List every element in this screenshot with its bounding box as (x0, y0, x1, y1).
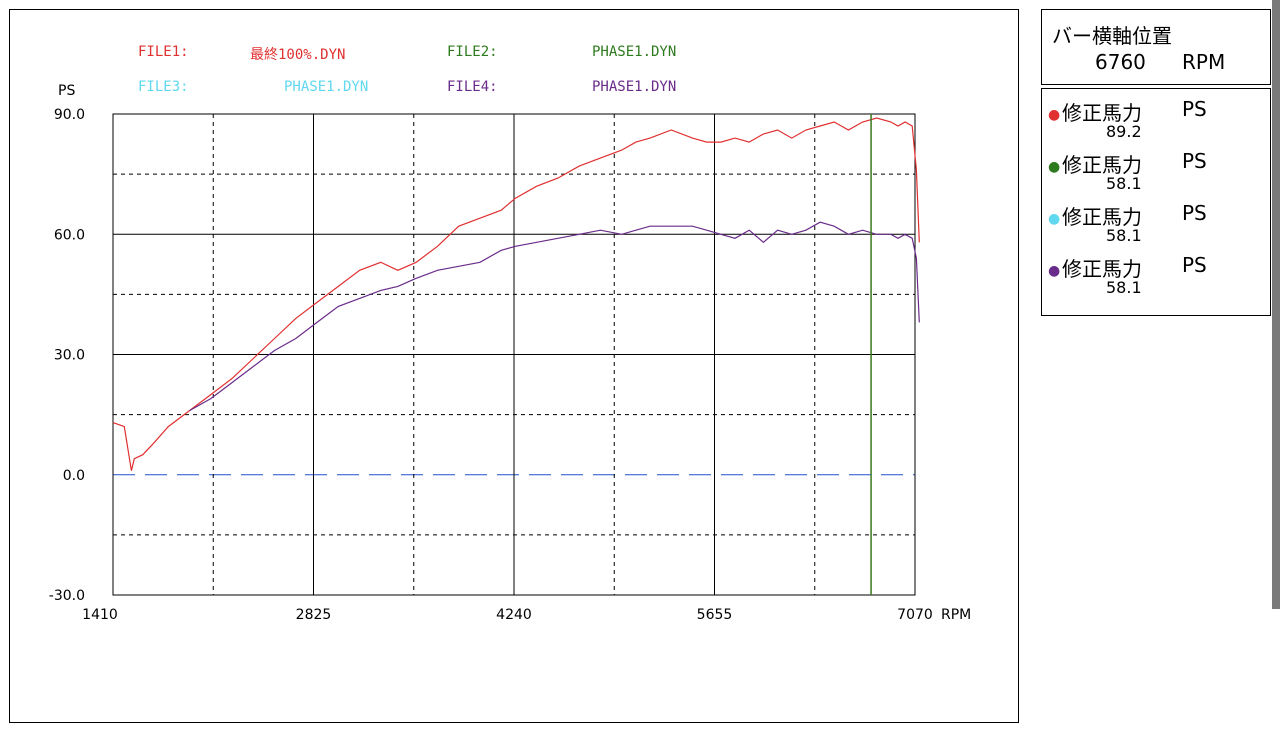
bar-position-panel: バー横軸位置 6760 RPM (1041, 9, 1271, 85)
legend-label: 修正馬力 (1062, 153, 1142, 177)
file2-label: FILE2: (447, 44, 498, 60)
legend-value: 58.1 (1106, 226, 1142, 245)
legend-value: 58.1 (1106, 278, 1142, 297)
legend-unit: PS (1182, 97, 1207, 121)
x-axis-label: RPM (941, 607, 971, 623)
file4-label: FILE4: (447, 79, 498, 95)
legend-item: ● 修正馬力 PS 58.1 (1046, 147, 1270, 199)
legend-unit: PS (1182, 253, 1207, 277)
chart-grid (112, 113, 916, 596)
x-tick-label: 1410 (82, 607, 118, 623)
file3-name: PHASE1.DYN (284, 79, 369, 95)
legend-item: ● 修正馬力 PS 89.2 (1046, 95, 1270, 147)
legend-label: 修正馬力 (1062, 205, 1142, 229)
series-line (112, 117, 920, 471)
legend-unit: PS (1182, 201, 1207, 225)
legend-dot-icon: ● (1048, 107, 1061, 123)
legend-item: ● 修正馬力 PS 58.1 (1046, 199, 1270, 251)
plot-border (112, 113, 916, 596)
x-tick-label: 7070 (897, 607, 933, 623)
series-layer (112, 117, 920, 471)
legend-value: 58.1 (1106, 174, 1142, 193)
legend-unit: PS (1182, 149, 1207, 173)
x-tick-label: 2825 (296, 607, 332, 623)
window-scrollbar[interactable] (1272, 0, 1280, 609)
file1-name: 最終100%.DYN (250, 47, 346, 63)
legend-label: 修正馬力 (1062, 101, 1142, 125)
legend-label: 修正馬力 (1062, 257, 1142, 281)
bar-position-unit: RPM (1182, 50, 1226, 74)
bar-position-value: 6760 (1095, 50, 1146, 74)
x-tick-labels: 1410 2825 4240 5655 7070 (82, 607, 933, 623)
y-tick-label: 0.0 (63, 468, 85, 484)
y-tick-label: -30.0 (49, 588, 85, 604)
bar-position-title: バー横軸位置 (1052, 24, 1172, 48)
x-tick-label: 5655 (697, 607, 733, 623)
legend-dot-icon: ● (1048, 211, 1061, 227)
file2-name: PHASE1.DYN (592, 44, 677, 60)
series-line (189, 221, 920, 412)
y-tick-label: 30.0 (54, 348, 85, 364)
x-tick-label: 4240 (496, 607, 532, 623)
file1-label: FILE1: (138, 44, 189, 60)
file4-name: PHASE1.DYN (592, 79, 677, 95)
y-tick-label: 90.0 (54, 107, 85, 123)
y-tick-label: 60.0 (54, 227, 85, 243)
legend-item: ● 修正馬力 PS 58.1 (1046, 251, 1270, 303)
y-tick-labels: 90.0 60.0 30.0 0.0 -30.0 (49, 107, 85, 604)
legend-dot-icon: ● (1048, 263, 1061, 279)
file3-label: FILE3: (138, 79, 189, 95)
legend-dot-icon: ● (1048, 159, 1061, 175)
dyno-chart: PS RPM 90.0 60.0 30.0 0.0 -30.0 1410 2825 4240… (49, 83, 971, 623)
legend-value: 89.2 (1106, 122, 1142, 141)
legend-panel: ● 修正馬力 PS 89.2 ● 修正馬力 PS 58.1 ● 修正馬力 PS … (1041, 88, 1271, 316)
y-axis-label: PS (58, 83, 75, 99)
